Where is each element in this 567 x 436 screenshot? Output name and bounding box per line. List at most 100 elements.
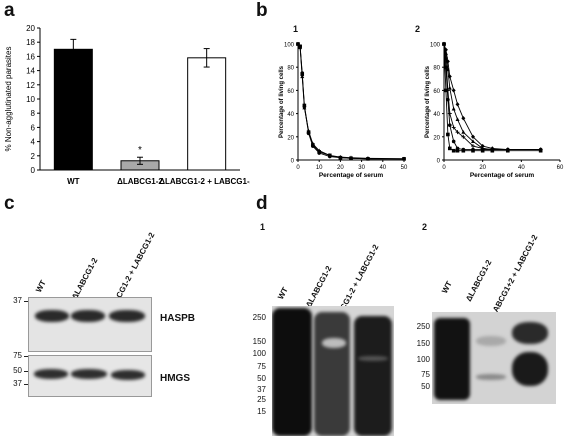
series-line <box>443 43 541 151</box>
d1-marker-50: 50 <box>257 374 266 383</box>
x-tick-label: 20 <box>337 165 344 171</box>
data-point <box>461 134 466 139</box>
data-point <box>451 106 456 111</box>
panel-label-b1: 1 <box>293 24 299 34</box>
blot-haspb <box>28 297 152 352</box>
data-point <box>338 155 343 160</box>
y-tick-label: 2 <box>31 152 36 161</box>
category-label: WT <box>67 177 80 186</box>
y-tick-label: 16 <box>26 52 35 61</box>
y-axis-label: Percentage of living cells <box>425 65 431 138</box>
data-point <box>447 85 452 90</box>
significance-annotation: * <box>138 145 142 156</box>
data-point <box>298 44 302 49</box>
y-tick-label: 20 <box>433 135 440 141</box>
data-point <box>480 143 485 149</box>
panel-label-d2: 2 <box>422 222 428 232</box>
blot-d1: WT ΔLABCG1-2 ΔLABCG1-2 + LABCG1-2 250 15… <box>240 210 410 436</box>
x-axis-label: Percentage of serum <box>470 172 535 179</box>
x-tick-label: 0 <box>442 165 446 171</box>
data-point <box>317 150 321 154</box>
data-point <box>455 148 460 153</box>
y-tick-label: 12 <box>26 81 35 90</box>
x-tick-label: 20 <box>479 165 486 171</box>
line-chart-b2: 0 20 40 60 80 100 0 20 40 60 Percentage of serum Pe… <box>425 41 564 179</box>
d2-marker-75: 75 <box>421 370 430 379</box>
data-point <box>455 130 460 135</box>
data-point <box>451 125 456 130</box>
data-point <box>471 134 475 139</box>
data-point <box>444 88 448 93</box>
lane-label-d1-wt: WT <box>276 285 290 301</box>
lane-label-d2-knockout: ΔLABCG1-2 <box>464 258 494 303</box>
panel-label-d: d <box>256 193 268 214</box>
y-tick-label: 14 <box>26 67 35 76</box>
lane-label-d2-wt: WT <box>440 279 454 295</box>
d2-marker-250: 250 <box>416 322 430 331</box>
y-tick-label: 0 <box>437 159 441 165</box>
lane-label-d2-addback: ΔLABCG1+2 + LABCG1-2 <box>486 233 540 323</box>
data-point <box>471 144 475 149</box>
d1-marker-100: 100 <box>252 349 266 358</box>
bar-chart-a: 0 2 4 6 8 10 12 14 16 18 20 % Non-agglutinated para… <box>4 24 250 186</box>
bar <box>53 48 93 171</box>
panel-label-d1: 1 <box>260 222 266 232</box>
marker-50: 50 <box>13 366 22 375</box>
d2-marker-150: 150 <box>416 339 430 348</box>
d1-marker-15: 15 <box>257 407 266 416</box>
y-tick-label: 100 <box>430 43 441 49</box>
series-line <box>297 43 404 160</box>
data-point <box>451 88 456 93</box>
data-point <box>461 148 466 153</box>
data-point <box>451 139 456 144</box>
series-line <box>443 43 541 151</box>
y-tick-label: 10 <box>26 95 35 104</box>
series-line <box>443 43 541 151</box>
y-axis-label: % Non-agglutinated parasites <box>4 47 13 152</box>
y-tick-label: 18 <box>26 38 35 47</box>
data-point <box>402 157 406 161</box>
panel-label-c: c <box>4 193 15 214</box>
y-tick-label: 8 <box>31 109 36 118</box>
data-point <box>447 111 452 116</box>
d1-marker-75: 75 <box>257 362 266 371</box>
data-point <box>471 139 475 144</box>
data-point <box>328 153 332 158</box>
x-tick-label: 0 <box>296 165 300 171</box>
panel-label-a: a <box>4 0 15 21</box>
blot-label-haspb: HASPB <box>160 313 196 324</box>
data-point <box>448 146 452 151</box>
y-tick-label: 0 <box>291 159 295 165</box>
data-point <box>448 123 452 127</box>
marker-75: 75 <box>13 351 22 360</box>
x-axis-label: Percentage of serum <box>319 172 384 179</box>
x-tick-label: 40 <box>379 165 386 171</box>
marker-37-bottom: 37 <box>13 379 22 388</box>
series-line <box>297 43 404 160</box>
blot-hmgs <box>28 355 152 397</box>
data-point <box>451 148 456 153</box>
data-point <box>538 148 543 153</box>
lane-label-wt: WT <box>34 278 48 294</box>
blot-label-hmgs: HMGS <box>160 373 190 384</box>
blot-d1-film <box>272 306 394 436</box>
y-tick-label: 80 <box>287 66 294 72</box>
series-line <box>443 43 541 152</box>
series-line <box>443 43 541 151</box>
data-point <box>471 148 475 153</box>
y-tick-label: 6 <box>31 123 36 132</box>
y-tick-label: 0 <box>31 166 36 175</box>
y-axis-label: Percentage of living cells <box>279 65 285 138</box>
y-tick-label: 80 <box>433 66 440 72</box>
d2-marker-100: 100 <box>416 355 430 364</box>
panel-label-b2: 2 <box>415 24 421 34</box>
d2-marker-50: 50 <box>421 382 430 391</box>
data-point <box>455 102 460 107</box>
y-tick-label: 40 <box>287 112 294 118</box>
lane-label-d1-knockout: ΔLABCG1-2 <box>304 264 334 309</box>
y-tick-label: 40 <box>433 112 440 118</box>
blot-d2-film <box>432 312 556 404</box>
data-point <box>349 156 353 161</box>
data-point <box>300 72 305 76</box>
blot-c: WT ΔLABCG1-2 ΔLABCG1-2 + LABCG1-2 37 HAS… <box>0 210 250 410</box>
